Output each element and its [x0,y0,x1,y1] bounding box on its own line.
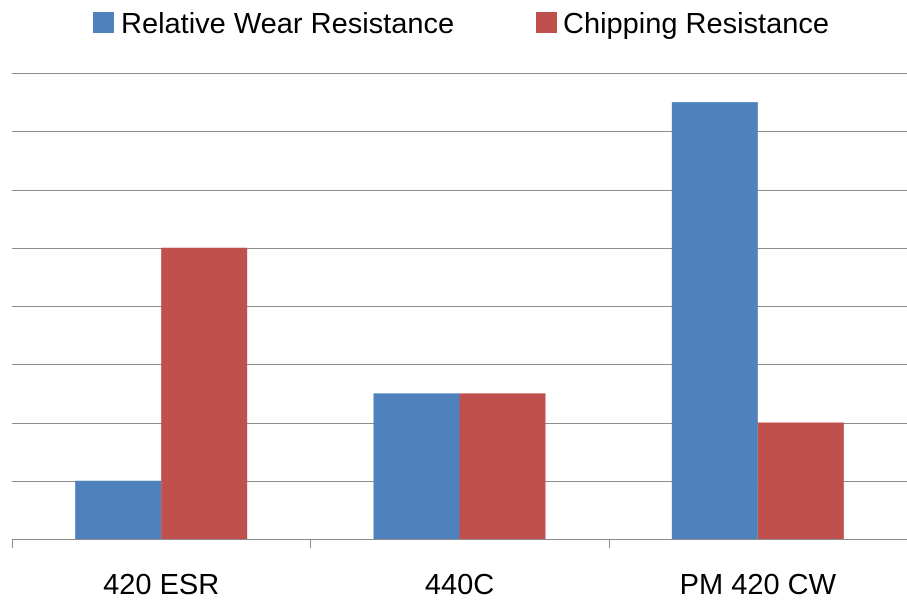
legend-label: Relative Wear Resistance [121,8,454,40]
bar-relative-wear-resistance [75,480,162,539]
bar-chipping-resistance [459,393,546,539]
x-axis: 420 ESR 440C PM 420 CW [12,539,907,601]
x-tick-label: 420 ESR [103,569,219,601]
bar-chipping-resistance [161,247,248,539]
x-tick-label: 440C [425,569,494,601]
legend: Relative Wear Resistance Chipping Resista… [93,8,829,40]
legend-label: Chipping Resistance [563,8,829,40]
legend-swatch [536,12,557,33]
bars [75,102,844,539]
bar-relative-wear-resistance [671,102,758,539]
bar-chipping-resistance [757,422,844,539]
bar-relative-wear-resistance [373,393,460,539]
x-tick-label: PM 420 CW [680,569,837,601]
legend-swatch [93,12,114,33]
